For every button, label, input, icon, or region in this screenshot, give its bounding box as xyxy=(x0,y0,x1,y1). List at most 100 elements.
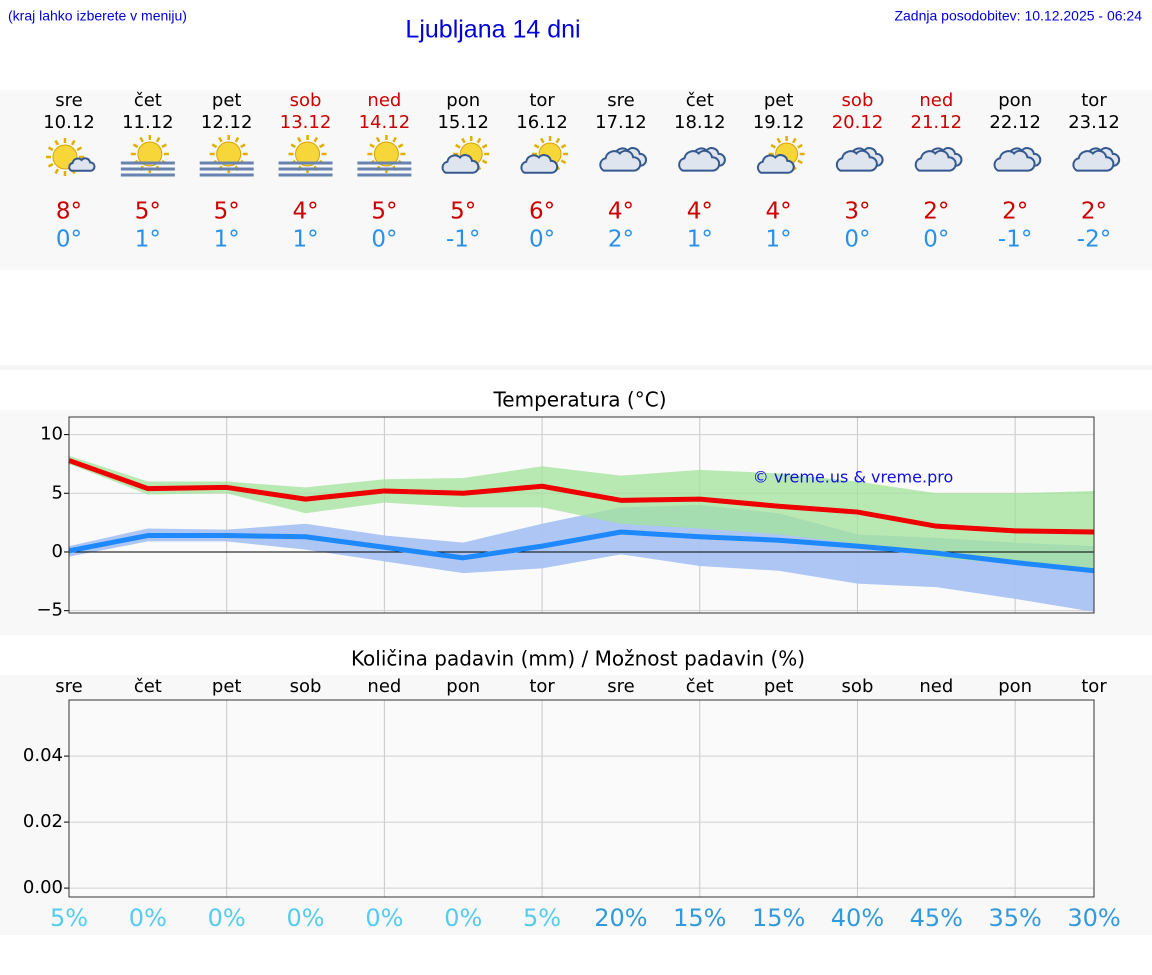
cloud xyxy=(914,149,957,172)
update-time: Zadnja posodobitev: 10.12.2025 - 06:24 xyxy=(894,8,1142,24)
cloud xyxy=(520,154,559,174)
sun-ray xyxy=(455,143,461,149)
min-temp: 0° xyxy=(529,227,555,253)
day-date: 22.12 xyxy=(989,112,1041,133)
min-temp: 1° xyxy=(135,227,161,253)
weather-icon xyxy=(520,136,569,174)
day-name: pon xyxy=(446,90,480,111)
precip-chance: 5% xyxy=(50,904,88,932)
sun-ray xyxy=(560,159,567,165)
sun-ray xyxy=(375,136,381,143)
day-label: čet xyxy=(134,676,162,697)
day-name: sob xyxy=(842,90,874,111)
sun-ray xyxy=(555,137,561,144)
day-label: sre xyxy=(55,676,82,697)
watermark: © vreme.us & vreme.pro xyxy=(753,468,954,487)
sun-ray xyxy=(234,136,240,143)
precip-chance: 0% xyxy=(444,904,482,932)
max-temp: 6° xyxy=(529,199,555,225)
sun-ray xyxy=(54,139,60,146)
precip-chance: 15% xyxy=(752,904,805,932)
y-tick-label: 10 xyxy=(40,424,63,445)
day-date: 21.12 xyxy=(911,112,963,133)
day-date: 16.12 xyxy=(516,112,568,133)
precip-chance: 15% xyxy=(673,904,726,932)
day-label: pon xyxy=(446,676,480,697)
max-temp: 2° xyxy=(1081,199,1107,225)
day-name: pet xyxy=(764,90,794,111)
day-label: pon xyxy=(998,676,1032,697)
day-label: tor xyxy=(529,676,555,697)
sun-ray xyxy=(218,136,223,143)
cloud xyxy=(993,149,1036,172)
max-temp: 4° xyxy=(608,199,634,225)
min-temp: 0° xyxy=(844,227,870,253)
sun-ray xyxy=(792,137,797,144)
day-name: tor xyxy=(1081,90,1107,111)
day-name: ned xyxy=(367,90,401,111)
weather-icon xyxy=(120,135,175,177)
max-temp: 4° xyxy=(766,199,792,225)
day-date: 14.12 xyxy=(359,112,411,133)
max-temp: 4° xyxy=(292,199,318,225)
sun-ray xyxy=(770,143,776,149)
chart-title: Količina padavin (mm) / Možnost padavin … xyxy=(351,647,805,671)
min-temp: 1° xyxy=(766,227,792,253)
y-tick-label: 0.00 xyxy=(23,877,63,898)
min-temp: -1° xyxy=(998,227,1032,253)
cloud xyxy=(756,154,795,174)
sun-ray xyxy=(476,137,482,144)
min-temp: 1° xyxy=(214,227,240,253)
sun xyxy=(373,141,399,167)
y-tick-label: 0.02 xyxy=(23,811,63,832)
sun-ray xyxy=(155,136,161,143)
day-name: pon xyxy=(998,90,1032,111)
max-temp: 3° xyxy=(844,199,870,225)
sun-ray xyxy=(481,159,488,165)
temp-line xyxy=(68,458,1095,535)
weather-icon xyxy=(599,147,648,172)
sun-ray xyxy=(54,168,60,175)
max-temp: 5° xyxy=(135,199,161,225)
day-label: sob xyxy=(290,676,322,697)
precip-chance: 0% xyxy=(129,904,167,932)
range-band xyxy=(69,455,1094,570)
day-name: čet xyxy=(134,90,162,111)
sun-ray xyxy=(369,143,375,149)
precip-chance: 30% xyxy=(1067,904,1120,932)
cloud xyxy=(68,157,96,172)
sun-ray xyxy=(461,137,466,144)
sun-ray xyxy=(392,136,397,143)
sun-ray xyxy=(161,143,167,149)
day-label: sre xyxy=(607,676,634,697)
weather-icon xyxy=(199,135,254,177)
sun-ray xyxy=(76,146,83,152)
sun-ray xyxy=(296,136,302,143)
weather-icon xyxy=(278,135,333,177)
day-date: 13.12 xyxy=(280,112,332,133)
day-name: pet xyxy=(212,90,242,111)
day-label: sob xyxy=(842,676,874,697)
min-temp: 1° xyxy=(687,227,713,253)
y-tick-label: 0 xyxy=(52,541,63,562)
min-temp: -1° xyxy=(446,227,480,253)
precip-chance: 0% xyxy=(208,904,246,932)
day-name: sre xyxy=(607,90,634,111)
sun-ray xyxy=(319,143,325,149)
sun-ray xyxy=(290,143,297,149)
sun-ray xyxy=(240,143,246,149)
cloud xyxy=(678,149,721,172)
max-temp: 5° xyxy=(371,199,397,225)
precip-chance: 40% xyxy=(831,904,884,932)
day-date: 20.12 xyxy=(832,112,884,133)
chart-title: Temperatura (°C) xyxy=(492,388,666,412)
sun-ray xyxy=(47,146,54,152)
day-label: tor xyxy=(1081,676,1107,697)
day-date: 11.12 xyxy=(122,112,174,133)
cloud xyxy=(1072,149,1115,172)
day-name: čet xyxy=(686,90,714,111)
weather-icon xyxy=(357,135,412,177)
divider xyxy=(0,365,1152,370)
min-temp: 2° xyxy=(608,227,634,253)
plot-frame xyxy=(68,699,1095,898)
